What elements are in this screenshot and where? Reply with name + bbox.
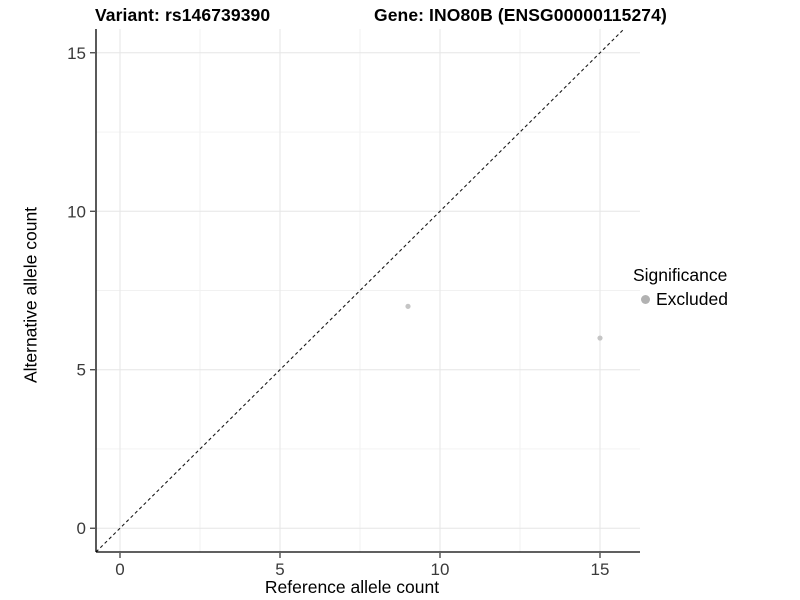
- y-tick-label: 15: [67, 44, 86, 63]
- legend-items: Excluded: [633, 289, 728, 310]
- x-tick-label: 0: [115, 560, 124, 579]
- legend-title: Significance: [633, 265, 728, 285]
- y-tick-label: 5: [77, 361, 86, 380]
- y-tick-label: 10: [67, 202, 86, 221]
- data-point: [405, 303, 411, 309]
- data-point: [597, 335, 603, 341]
- x-axis-title: Reference allele count: [264, 577, 440, 597]
- x-tick-label: 15: [591, 560, 610, 579]
- variant-title: Variant: rs146739390: [95, 5, 271, 25]
- x-tick-label: 5: [275, 560, 284, 579]
- gene-title: Gene: INO80B (ENSG00000115274): [374, 5, 667, 25]
- y-tick-label: 0: [77, 519, 86, 538]
- legend-item: Excluded: [633, 289, 728, 310]
- x-tick-label: 10: [431, 560, 450, 579]
- y-axis-title: Alternative allele count: [20, 206, 41, 384]
- identity-dashed-line: [95, 28, 625, 553]
- legend-item-label: Excluded: [656, 289, 728, 309]
- legend-point-icon: [641, 295, 650, 304]
- legend: Significance Excluded: [633, 265, 728, 310]
